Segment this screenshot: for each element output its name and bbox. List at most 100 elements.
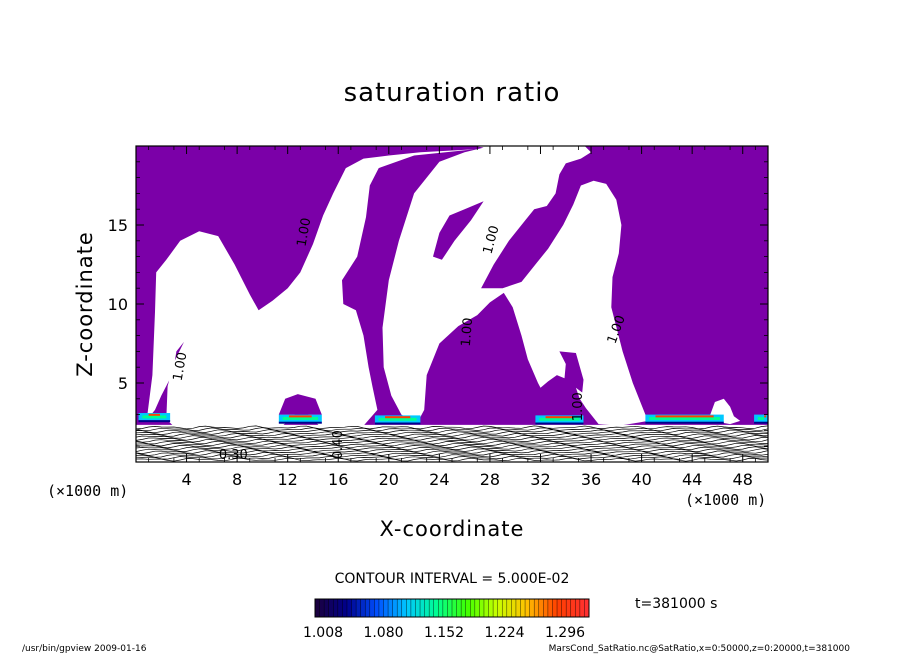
x-tick-label: 28 xyxy=(480,470,500,489)
x-tick-label: 4 xyxy=(181,470,191,489)
colorbar-cell xyxy=(520,599,526,617)
surface-contour-line xyxy=(136,427,768,432)
surface-contour-line xyxy=(136,453,768,458)
colorbar-cell xyxy=(493,599,499,617)
x-tick-label: 24 xyxy=(429,470,449,489)
colorbar-cell xyxy=(497,599,503,617)
colorbar-cell xyxy=(429,599,435,617)
colorbar-cell xyxy=(346,599,353,617)
colorbar-cell xyxy=(324,599,330,617)
cloud-patch-red xyxy=(764,415,767,418)
colorbar-cell xyxy=(365,599,371,617)
colorbar-cell xyxy=(342,599,348,617)
colorbar-cell xyxy=(579,599,585,617)
x-axis-label: X-coordinate xyxy=(380,517,525,541)
cloud-patch-blue xyxy=(645,421,724,424)
colorbar-cell xyxy=(557,599,563,617)
cloud-tower xyxy=(278,394,322,415)
colorbar-cell xyxy=(502,599,508,617)
contour-label: 0.40 xyxy=(331,430,346,459)
cloud-patch-green xyxy=(142,415,167,419)
near-surface-contour-lines xyxy=(136,424,768,462)
colorbar-frame xyxy=(314,598,590,618)
colorbar-cell xyxy=(534,599,540,617)
colorbar-cell xyxy=(438,599,444,617)
colorbar-cell xyxy=(525,599,531,617)
chart-title: saturation ratio xyxy=(344,78,561,108)
colorbar-cell xyxy=(488,599,494,617)
surface-contour-line xyxy=(136,425,768,430)
colorbar-cell xyxy=(328,599,334,617)
cloud-patch-blue xyxy=(138,420,171,423)
x-unit-left: (×1000 m) xyxy=(47,482,128,500)
colorbar-cell xyxy=(515,599,521,617)
cloud-patch-blue xyxy=(535,422,584,425)
cloud-patch-red xyxy=(655,415,714,418)
y-tick-label: 15 xyxy=(108,216,128,235)
colorbar-cell xyxy=(561,599,567,617)
colorbar-cell xyxy=(575,599,581,617)
colorbar-cell xyxy=(319,599,325,617)
colorbar-cell xyxy=(447,599,453,617)
colorbar-cell xyxy=(442,599,448,617)
x-tick-label: 48 xyxy=(733,470,753,489)
unsaturated-region xyxy=(139,146,741,429)
cloud-patch-red xyxy=(385,416,411,419)
colorbar-cell xyxy=(470,599,476,617)
x-tick-label: 32 xyxy=(530,470,550,489)
contour-label: 0.30 xyxy=(219,448,248,463)
colorbar-tick-labels: 1.008 1.080 1.152 1.224 1.296 xyxy=(303,625,585,641)
colorbar-cell xyxy=(424,599,430,617)
colorbar-cell xyxy=(566,599,572,617)
cloud-patch-red xyxy=(148,413,161,416)
y-axis-label: Z-coordinate xyxy=(73,231,97,377)
surface-contour-line xyxy=(136,434,768,439)
colorbar-cell xyxy=(388,599,394,617)
colorbar-cell xyxy=(392,599,398,617)
colorbar-cell xyxy=(474,599,480,617)
cloud-patch-blue xyxy=(278,421,322,424)
x-tick-label: 8 xyxy=(232,470,242,489)
colorbar-cell xyxy=(333,599,339,617)
y-tick-label: 5 xyxy=(118,374,128,393)
surface-contour-line xyxy=(136,433,768,437)
colorbar-cell xyxy=(479,599,485,617)
contour-interval-text: CONTOUR INTERVAL = 5.000E-02 xyxy=(335,571,570,587)
surface-contour-line xyxy=(136,450,768,454)
colorbar-cell xyxy=(401,599,407,617)
saturated-pocket-1 xyxy=(433,201,484,260)
colorbar-tick-label: 1.224 xyxy=(484,625,524,641)
colorbar-cell xyxy=(456,599,462,617)
unsaturated-region-2 xyxy=(382,146,648,426)
colorbar-cell xyxy=(465,599,471,617)
colorbar-cell xyxy=(415,599,421,617)
footer-right: MarsCond_SatRatio.nc@SatRatio,x=0:50000,… xyxy=(549,644,851,654)
cloud-patch-blue xyxy=(374,422,421,425)
cloud-base-color-contours xyxy=(138,394,768,425)
contour-label: 1.00 xyxy=(459,317,476,347)
colorbar-cell xyxy=(374,599,380,617)
surface-contour-line xyxy=(136,442,768,447)
surface-contour-line xyxy=(136,436,768,441)
surface-contour-line xyxy=(136,448,768,453)
colorbar-cell xyxy=(369,599,375,617)
cloud-patch-green xyxy=(649,416,720,420)
x-tick-label: 36 xyxy=(581,470,601,489)
contour-label: 1.00 xyxy=(571,392,586,421)
colorbar-cell xyxy=(378,599,384,617)
colorbar-cell xyxy=(511,599,517,617)
cloud-patch-red xyxy=(545,416,574,419)
colorbar-cell xyxy=(410,599,416,617)
colorbar-cell xyxy=(406,599,412,617)
colorbar-cell xyxy=(397,599,403,617)
unsaturated-region-1 xyxy=(139,149,475,429)
colorbar-cell xyxy=(552,599,558,617)
surface-contour-line xyxy=(136,452,768,456)
cloud-patch-green xyxy=(282,416,319,420)
cloud-patch-blue xyxy=(754,421,768,424)
colorbar-tick-label: 1.152 xyxy=(424,625,464,641)
cloud-patch-green xyxy=(539,417,580,421)
surface-contour-line xyxy=(136,440,768,445)
colorbar-cell xyxy=(570,599,576,617)
